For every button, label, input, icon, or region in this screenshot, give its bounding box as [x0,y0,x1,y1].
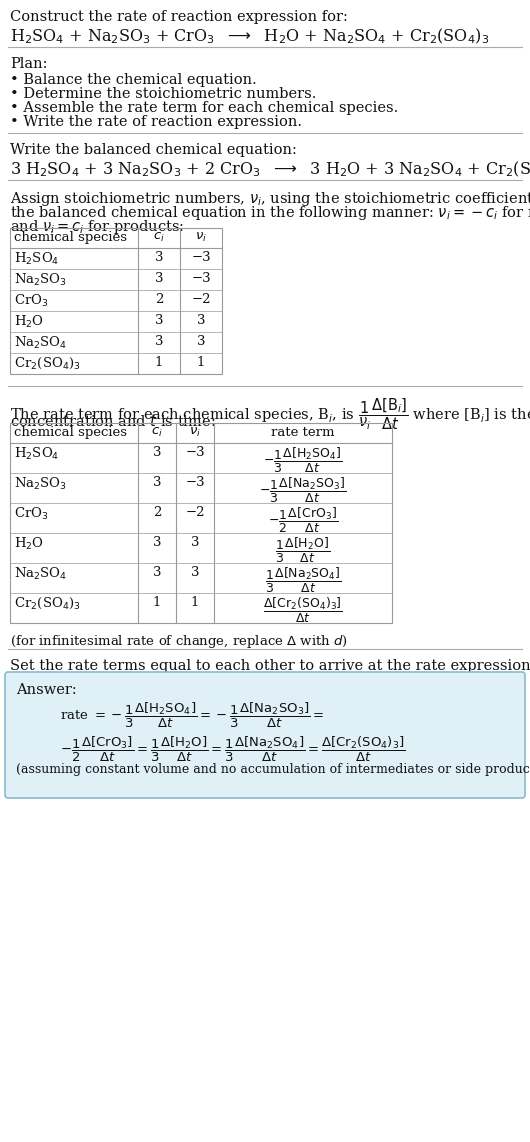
Text: Na$_2$SO$_4$: Na$_2$SO$_4$ [14,335,67,351]
Text: $-\dfrac{1}{2}\dfrac{\Delta[\mathrm{CrO_3}]}{\Delta t}$: $-\dfrac{1}{2}\dfrac{\Delta[\mathrm{CrO_… [268,506,338,534]
Bar [10,228,222,373]
Text: CrO$_3$: CrO$_3$ [14,293,49,309]
Text: chemical species: chemical species [14,426,127,439]
Text: 3: 3 [197,335,205,348]
Text: Construct the rate of reaction expression for:: Construct the rate of reaction expressio… [10,10,348,24]
Text: 3: 3 [153,566,161,579]
Text: 3: 3 [153,476,161,489]
Text: chemical species: chemical species [14,231,127,244]
Text: rate term: rate term [271,426,335,439]
Text: Write the balanced chemical equation:: Write the balanced chemical equation: [10,143,297,156]
FancyBboxPatch shape [5,671,525,798]
Text: 3: 3 [155,272,163,286]
Text: 1: 1 [197,356,205,369]
Text: Na$_2$SO$_3$: Na$_2$SO$_3$ [14,272,67,288]
Text: H$_2$SO$_4$: H$_2$SO$_4$ [14,447,59,463]
Text: (for infinitesimal rate of change, replace $\Delta$ with $d$): (for infinitesimal rate of change, repla… [10,633,348,650]
Text: Answer:: Answer: [16,683,77,697]
Text: the balanced chemical equation in the following manner: $\nu_i = -c_i$ for react: the balanced chemical equation in the fo… [10,204,530,222]
Text: 3: 3 [153,447,161,459]
Text: 2: 2 [153,506,161,518]
Text: The rate term for each chemical species, B$_i$, is $\dfrac{1}{\nu_i}\dfrac{\Delt: The rate term for each chemical species,… [10,396,530,432]
Text: H$_2$O: H$_2$O [14,536,44,552]
Text: H$_2$SO$_4$: H$_2$SO$_4$ [14,251,59,267]
Text: $-\dfrac{1}{3}\dfrac{\Delta[\mathrm{H_2SO_4}]}{\Delta t}$: $-\dfrac{1}{3}\dfrac{\Delta[\mathrm{H_2S… [263,447,343,475]
Text: • Write the rate of reaction expression.: • Write the rate of reaction expression. [10,115,302,129]
Text: Cr$_2$(SO$_4$)$_3$: Cr$_2$(SO$_4$)$_3$ [14,356,81,371]
Text: 3: 3 [153,536,161,549]
Text: Assign stoichiometric numbers, $\nu_i$, using the stoichiometric coefficients, $: Assign stoichiometric numbers, $\nu_i$, … [10,190,530,208]
Text: −2: −2 [186,506,205,518]
Text: −3: −3 [185,476,205,489]
Text: • Balance the chemical equation.: • Balance the chemical equation. [10,73,257,87]
Text: concentration and $t$ is time:: concentration and $t$ is time: [10,413,216,429]
Text: 3: 3 [155,314,163,327]
Text: $\nu_i$: $\nu_i$ [195,231,207,244]
Text: $\nu_i$: $\nu_i$ [189,426,201,440]
Text: $\dfrac{1}{3}\dfrac{\Delta[\mathrm{H_2O}]}{\Delta t}$: $\dfrac{1}{3}\dfrac{\Delta[\mathrm{H_2O}… [276,536,331,565]
Text: −3: −3 [191,272,211,286]
Text: 1: 1 [155,356,163,369]
Text: • Assemble the rate term for each chemical species.: • Assemble the rate term for each chemic… [10,100,398,115]
Text: • Determine the stoichiometric numbers.: • Determine the stoichiometric numbers. [10,87,316,100]
Text: −3: −3 [185,447,205,459]
Text: 3: 3 [191,536,199,549]
Text: Cr$_2$(SO$_4$)$_3$: Cr$_2$(SO$_4$)$_3$ [14,596,81,611]
Text: (assuming constant volume and no accumulation of intermediates or side products): (assuming constant volume and no accumul… [16,763,530,777]
Text: 3: 3 [155,335,163,348]
Text: 2: 2 [155,293,163,306]
Text: Na$_2$SO$_3$: Na$_2$SO$_3$ [14,476,67,492]
Text: $-\dfrac{1}{3}\dfrac{\Delta[\mathrm{Na_2SO_3}]}{\Delta t}$: $-\dfrac{1}{3}\dfrac{\Delta[\mathrm{Na_2… [259,476,347,505]
Text: Na$_2$SO$_4$: Na$_2$SO$_4$ [14,566,67,582]
Text: 3: 3 [191,566,199,579]
Text: 1: 1 [153,596,161,609]
Text: Plan:: Plan: [10,57,48,71]
Text: 3: 3 [197,314,205,327]
Text: Set the rate terms equal to each other to arrive at the rate expression:: Set the rate terms equal to each other t… [10,659,530,673]
Text: 1: 1 [191,596,199,609]
Text: 3 H$_2$SO$_4$ + 3 Na$_2$SO$_3$ + 2 CrO$_3$  $\longrightarrow$  3 H$_2$O + 3 Na$_: 3 H$_2$SO$_4$ + 3 Na$_2$SO$_3$ + 2 CrO$_… [10,160,530,179]
Text: $\dfrac{1}{3}\dfrac{\Delta[\mathrm{Na_2SO_4}]}{\Delta t}$: $\dfrac{1}{3}\dfrac{\Delta[\mathrm{Na_2S… [264,566,341,595]
Text: and $\nu_i = c_i$ for products:: and $\nu_i = c_i$ for products: [10,218,184,236]
Text: H$_2$SO$_4$ + Na$_2$SO$_3$ + CrO$_3$  $\longrightarrow$  H$_2$O + Na$_2$SO$_4$ +: H$_2$SO$_4$ + Na$_2$SO$_3$ + CrO$_3$ $\l… [10,27,489,47]
Bar [10,423,392,624]
Text: H$_2$O: H$_2$O [14,314,44,330]
Text: $\dfrac{\Delta[\mathrm{Cr_2(SO_4)_3}]}{\Delta t}$: $\dfrac{\Delta[\mathrm{Cr_2(SO_4)_3}]}{\… [263,596,343,625]
Text: $c_i$: $c_i$ [151,426,163,440]
Text: −3: −3 [191,251,211,264]
Text: −2: −2 [191,293,211,306]
Text: $c_i$: $c_i$ [153,231,165,244]
Text: CrO$_3$: CrO$_3$ [14,506,49,522]
Text: 3: 3 [155,251,163,264]
Text: rate $= -\dfrac{1}{3}\dfrac{\Delta[\mathrm{H_2SO_4}]}{\Delta t} = -\dfrac{1}{3}\: rate $= -\dfrac{1}{3}\dfrac{\Delta[\math… [60,701,324,730]
Text: $-\dfrac{1}{2}\dfrac{\Delta[\mathrm{CrO_3}]}{\Delta t} = \dfrac{1}{3}\dfrac{\Del: $-\dfrac{1}{2}\dfrac{\Delta[\mathrm{CrO_… [60,735,405,764]
